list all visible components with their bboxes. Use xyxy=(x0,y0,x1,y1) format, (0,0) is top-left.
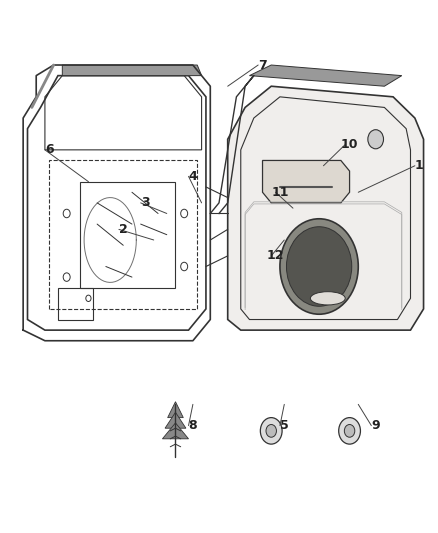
Polygon shape xyxy=(262,160,350,203)
Text: 4: 4 xyxy=(188,170,197,183)
Text: 12: 12 xyxy=(267,249,284,262)
Circle shape xyxy=(286,227,352,306)
Polygon shape xyxy=(62,65,201,76)
Circle shape xyxy=(260,418,282,444)
Text: 11: 11 xyxy=(271,186,289,199)
Circle shape xyxy=(339,418,360,444)
Circle shape xyxy=(266,424,276,437)
Text: 5: 5 xyxy=(280,419,289,432)
Text: 2: 2 xyxy=(119,223,127,236)
Text: 9: 9 xyxy=(371,419,380,432)
Text: 1: 1 xyxy=(415,159,424,172)
Circle shape xyxy=(368,130,384,149)
Text: 7: 7 xyxy=(258,59,267,71)
Bar xyxy=(58,288,93,319)
Circle shape xyxy=(344,424,355,437)
Polygon shape xyxy=(250,65,402,86)
Text: 10: 10 xyxy=(341,138,358,151)
Text: 3: 3 xyxy=(141,196,149,209)
Polygon shape xyxy=(165,413,186,428)
Polygon shape xyxy=(228,86,424,330)
Polygon shape xyxy=(162,423,188,439)
Text: 8: 8 xyxy=(189,419,197,432)
Text: 6: 6 xyxy=(45,143,53,156)
Ellipse shape xyxy=(311,292,345,305)
Polygon shape xyxy=(168,402,184,418)
Circle shape xyxy=(280,219,358,314)
